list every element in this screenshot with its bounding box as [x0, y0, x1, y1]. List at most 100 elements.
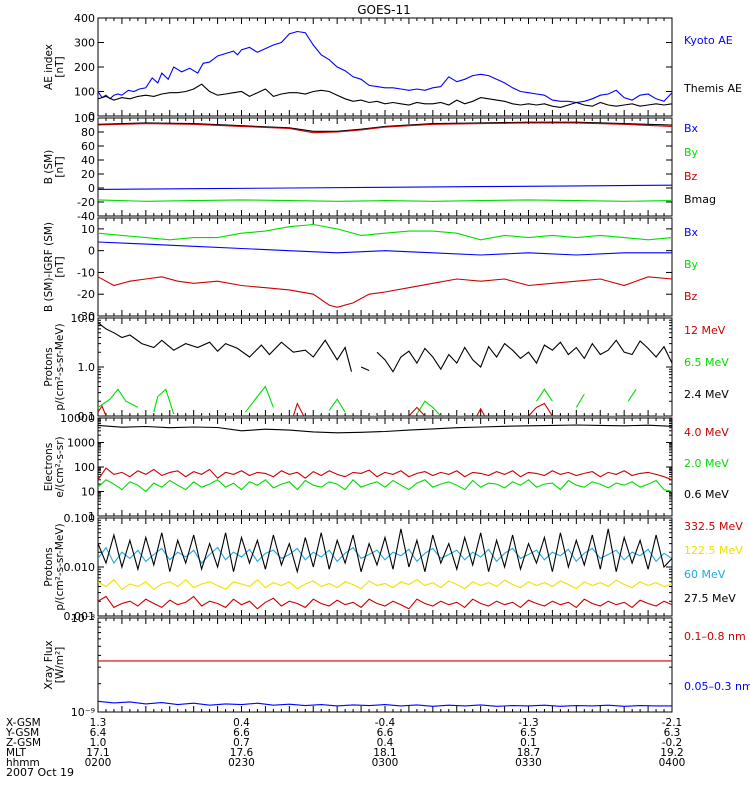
panel-frame	[97, 117, 673, 217]
date-label: 2007 Oct 19	[6, 766, 74, 779]
series-line-332-5-mev	[98, 595, 672, 610]
panel-protons_lo: 0.001 0.010 0.100 Protons p/(cm²-s-sr-MeV) 33…	[43, 512, 743, 623]
orbit-value: 0300	[372, 757, 399, 769]
y-axis-label: Xray Flux	[43, 640, 55, 689]
legend-label: By	[684, 146, 699, 159]
orbit-value: 6.3	[664, 727, 681, 739]
series-line-bz	[98, 276, 672, 308]
series-line-by	[98, 223, 672, 241]
y-tick-label: 10.0	[71, 312, 96, 325]
orbit-value: 0400	[659, 757, 686, 769]
series-line-6-5-mev	[98, 388, 139, 408]
y-tick-label: 100	[74, 86, 95, 99]
orbit-value: 6.6	[377, 727, 394, 739]
panel-protons_hi: 0.1 1.0 10.0 Protons p/(cm²-s-sr-MeV) 12 MeV 6…	[43, 312, 729, 423]
series-group	[98, 121, 672, 202]
orbit-value: 0.7	[233, 737, 250, 749]
orbit-value: -1.3	[518, 717, 539, 729]
series-line-kyoto-ae	[98, 30, 672, 104]
legend-label: Bz	[684, 170, 698, 183]
orbit-row-label: Z-GSM	[6, 737, 41, 749]
series-line-4-0-mev	[98, 467, 672, 481]
legend-label: Bx	[684, 226, 699, 239]
legend-label: 2.0 MeV	[684, 457, 729, 470]
orbit-value: 0.4	[377, 737, 394, 749]
y-axis-label: B (SM)-IGRF (SM)	[43, 222, 55, 312]
figure-title: GOES-11	[357, 3, 411, 17]
series-line-bz	[98, 122, 672, 134]
y-axis-label: p/(cm²-s-sr-MeV)	[54, 323, 66, 410]
legend-label: 122.5 MeV	[684, 544, 743, 557]
orbit-value: 19.2	[660, 747, 683, 759]
series-group	[98, 660, 672, 707]
panel-electrons: 1 10 100 1000 10000 Electrons e/(cm²-s-sr) 4.0 …	[43, 412, 729, 523]
legend-label: 2.4 MeV	[684, 388, 729, 401]
orbit-row-label: Y-GSM	[5, 727, 39, 739]
legend-label: Bx	[684, 122, 699, 135]
legend-label: Bz	[684, 290, 698, 303]
y-tick-label: 0	[88, 182, 95, 195]
series-line-12-mev	[476, 407, 486, 416]
series-line-0-05-0-3-nm	[98, 700, 672, 707]
legend-label: Themis AE	[683, 82, 742, 95]
orbit-value: 6.4	[90, 727, 107, 739]
orbit-value: 0330	[515, 757, 542, 769]
legend-label: 60 MeV	[684, 568, 726, 581]
series-line-2-4-mev	[376, 339, 672, 373]
legend-label: 0.6 MeV	[684, 488, 729, 501]
series-group	[98, 424, 672, 493]
y-axis-label: Protons	[43, 347, 55, 386]
series-line-bmag	[98, 121, 672, 132]
y-axis-label: Protons	[43, 547, 55, 586]
y-tick-label: 0.1	[78, 410, 96, 423]
series-line-122-5-mev	[98, 578, 672, 591]
orbit-value: -0.2	[662, 737, 683, 749]
y-tick-label: 300	[74, 37, 95, 50]
series-line-6-5-mev	[536, 388, 553, 402]
series-group	[98, 30, 672, 108]
y-axis-label: [nT]	[54, 256, 66, 277]
y-tick-label: 80	[81, 126, 95, 139]
series-line-6-5-mev	[153, 388, 175, 415]
orbit-value: 18.1	[373, 747, 396, 759]
orbit-value: 18.7	[517, 747, 540, 759]
y-tick-label: 40	[81, 154, 95, 167]
orbit-row-label: MLT	[6, 747, 26, 759]
series-line-6-5-mev	[416, 400, 442, 416]
y-axis-label: AE index	[43, 44, 55, 90]
y-tick-label: 0.100	[64, 512, 96, 525]
series-line-6-5-mev	[575, 393, 585, 408]
series-line-bx	[98, 184, 672, 190]
panel-frame	[97, 517, 673, 617]
orbit-value: 17.6	[230, 747, 254, 759]
y-tick-label: -40	[77, 210, 95, 223]
legend-label: 332.5 MeV	[684, 520, 743, 533]
panel-frame	[97, 317, 673, 417]
orbit-row-label: X-GSM	[6, 717, 41, 729]
y-axis-label: [nT]	[54, 56, 66, 77]
series-line-12-mev	[408, 406, 426, 416]
orbit-value: 6.6	[233, 727, 250, 739]
orbit-row-label: hhmm	[6, 757, 40, 769]
series-line-themis-ae	[98, 83, 672, 108]
y-tick-label: 10⁻⁹	[71, 706, 95, 719]
panel-db: -30 -20 -10 0 10 B (SM)-IGRF (SM) [nT] Bx By Bz	[43, 217, 699, 323]
y-tick-label: 10000	[60, 412, 95, 425]
series-line-bx	[98, 241, 672, 256]
legend-label: 0.1–0.8 nm	[684, 630, 746, 643]
series-line-2-4-mev	[360, 366, 370, 372]
orbit-value: 1.0	[90, 737, 107, 749]
orbit-table: X-GSM 1.3 0.4 -0.4 -1.3 -2.1 Y-GSM 6.4 6.6 6.6 6.5…	[5, 717, 685, 769]
legend-label: By	[684, 258, 699, 271]
y-tick-label: 100	[74, 112, 95, 125]
legend-label: 27.5 MeV	[684, 592, 736, 605]
series-group	[98, 322, 672, 416]
series-group	[98, 223, 672, 308]
y-tick-label: 20	[81, 168, 95, 181]
y-tick-label: 1.0	[78, 361, 96, 374]
y-tick-label: 10	[81, 223, 95, 236]
